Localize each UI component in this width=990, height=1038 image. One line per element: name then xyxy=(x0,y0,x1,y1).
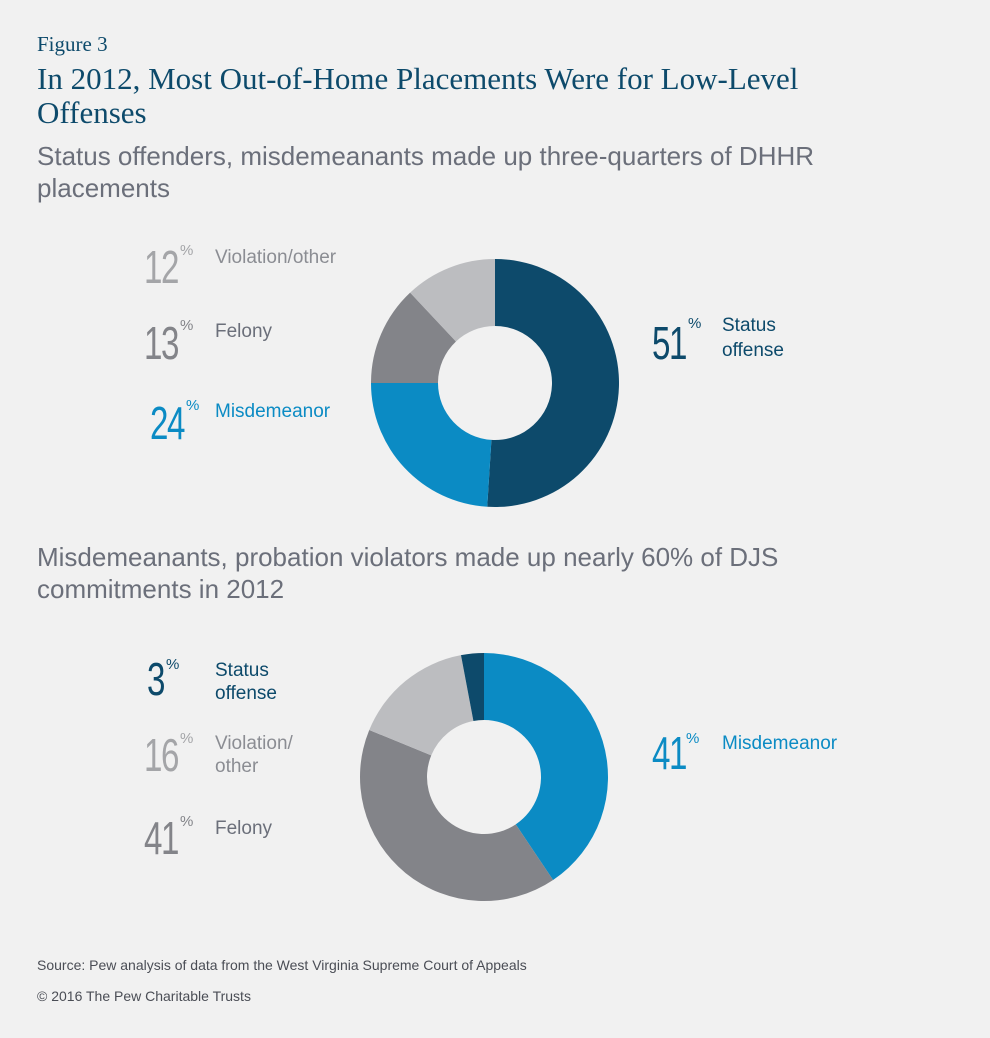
chart-1-right-label-line1: Status xyxy=(722,315,776,336)
chart-2-left-label-1-line1: Violation/ xyxy=(215,733,293,754)
donut-chart-1 xyxy=(371,259,620,507)
chart-1-left-value-0: 12 xyxy=(144,241,179,293)
donut-2-slice-status-offense xyxy=(460,653,484,721)
chart-1-subtitle: Status offenders, misdemeanants made up … xyxy=(37,141,815,203)
chart-2-left-label-2: Felony xyxy=(215,818,273,839)
chart-2-left-sign-0: % xyxy=(166,656,180,673)
chart-2-left-label-0-line1: Status xyxy=(215,660,269,681)
chart-2-left-value-0: 3 xyxy=(147,653,165,705)
chart-2-left-value-2: 41 xyxy=(144,812,179,864)
donut-1-slice-status-offense xyxy=(487,259,620,507)
chart-2-left-label-1-line2: other xyxy=(215,756,259,777)
chart-1-left-label-0: Violation/other xyxy=(215,247,337,268)
chart-1-left-value-2: 24 xyxy=(150,397,185,449)
donut-2-slice-misdemeanor xyxy=(484,653,608,880)
chart-1-right-sign: % xyxy=(688,315,702,332)
donut-2-slice-felony xyxy=(359,729,554,901)
chart-2-right-label: Misdemeanor xyxy=(722,733,838,754)
chart-1-right-label-line2: offense xyxy=(722,340,784,361)
chart-2-right-value: 41 xyxy=(652,727,687,779)
chart-1-left-label-2: Misdemeanor xyxy=(215,401,331,422)
donut-chart-2 xyxy=(359,653,608,901)
copyright-note: © 2016 The Pew Charitable Trusts xyxy=(37,988,251,1004)
chart-1-left-sign-1: % xyxy=(180,317,194,334)
chart-1-left-sign-0: % xyxy=(180,242,194,259)
source-note: Source: Pew analysis of data from the We… xyxy=(37,957,527,973)
donut-2-slice-violation-other xyxy=(369,655,474,756)
donut-1-slice-misdemeanor xyxy=(371,383,492,507)
chart-2-left-label-0-line2: offense xyxy=(215,683,277,704)
chart-2-right-sign: % xyxy=(686,730,700,747)
chart-1-left-sign-2: % xyxy=(186,397,200,414)
chart-2-left-sign-2: % xyxy=(180,813,194,830)
donut-1-slice-violation-other xyxy=(410,259,495,342)
donut-1-slice-felony xyxy=(371,292,456,383)
chart-title: In 2012, Most Out-of-Home Placements Wer… xyxy=(37,61,799,130)
chart-1-right-value: 51 xyxy=(652,317,687,369)
chart-1-left-value-1: 13 xyxy=(144,317,179,369)
chart-2-left-value-1: 16 xyxy=(144,729,179,781)
chart-1-left-label-1: Felony xyxy=(215,321,273,342)
figure-label: Figure 3 xyxy=(37,32,108,56)
chart-2-subtitle: Misdemeanants, probation violators made … xyxy=(37,542,779,604)
chart-2-left-sign-1: % xyxy=(180,730,194,747)
